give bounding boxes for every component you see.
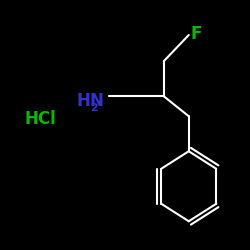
Text: F: F — [190, 25, 202, 43]
Text: H: H — [76, 92, 90, 110]
Text: HCl: HCl — [25, 110, 57, 128]
Text: N: N — [90, 92, 104, 110]
Text: 2: 2 — [90, 103, 98, 113]
